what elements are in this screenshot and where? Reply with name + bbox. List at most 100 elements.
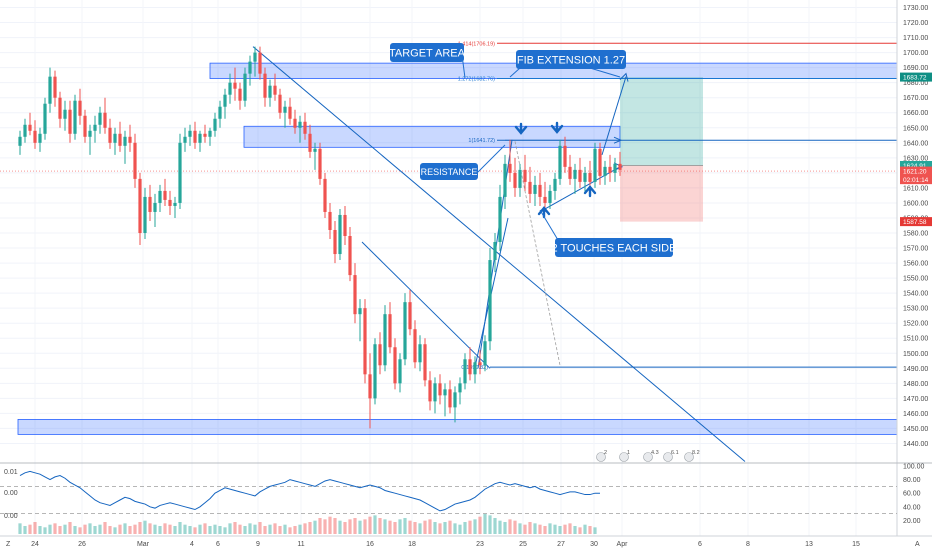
candle-body — [573, 169, 577, 179]
volume-bar — [188, 526, 192, 534]
volume-bar — [393, 522, 397, 534]
corner-mark-left: Z — [6, 541, 11, 548]
volume-bar — [218, 526, 222, 534]
event-flags[interactable]: 2 1 4.3 6.1 8.2 — [596, 450, 700, 462]
touches-callout[interactable]: 2 TOUCHES EACH SIDE — [539, 209, 677, 257]
time-axis[interactable]: 24 26 Mar 4 6 9 11 16 18 23 25 27 30 Apr 6 8 13 15 — [31, 541, 860, 548]
candle-body — [433, 383, 437, 402]
price-tick-1560: 1560.00 — [903, 261, 928, 268]
candle-body — [53, 76, 57, 98]
candle-body — [83, 115, 87, 137]
candle-body — [208, 130, 212, 137]
projection-arrow-line — [601, 76, 627, 155]
target-area-callout[interactable]: TARGET AREA — [389, 43, 466, 79]
volume-bar — [418, 523, 422, 534]
volume-bar — [68, 522, 72, 534]
price-tick-1610: 1610.00 — [903, 185, 928, 192]
rsi-tick-100: 100.00 — [903, 464, 925, 471]
price-tick-1550: 1550.00 — [903, 276, 928, 283]
price-tag-1587.58: 1587.58 — [900, 217, 932, 227]
candle-body — [168, 199, 172, 206]
volume-bar — [48, 524, 52, 534]
resistance-label: RESISTANCE — [421, 167, 478, 177]
volume-bar — [353, 518, 357, 534]
price-tag-1683.72: 1683.72 — [900, 72, 932, 82]
volume-bar — [413, 522, 417, 534]
volume-bar — [343, 522, 347, 534]
volume-bar — [523, 524, 527, 534]
volume-bar — [378, 518, 382, 534]
volume-bar — [248, 523, 252, 534]
candle-body — [438, 383, 442, 396]
volume-bar — [488, 515, 492, 534]
candle-body — [138, 178, 142, 234]
projection-arrow-head — [619, 72, 629, 82]
position-profit-zone — [620, 77, 703, 166]
volume-bar — [453, 523, 457, 534]
volume-bar — [228, 523, 232, 534]
flag-label: 6.1 — [671, 450, 679, 456]
touches-label: 2 TOUCHES EACH SIDE — [552, 243, 677, 255]
volume-bar — [158, 526, 162, 534]
rsi-indicator[interactable] — [0, 470, 897, 514]
rising-support-line — [544, 166, 621, 210]
long-position-box[interactable] — [620, 77, 703, 222]
price-tick-1650: 1650.00 — [903, 125, 928, 132]
candle-body — [503, 163, 507, 197]
time-tick-4: 4 — [190, 541, 194, 548]
volume-bar — [503, 522, 507, 534]
volume-bar — [313, 520, 317, 534]
resistance-callout[interactable]: RESISTANCE — [420, 144, 506, 180]
volume-bar — [443, 522, 447, 534]
touch-arrow-bottom-2 — [583, 185, 597, 198]
volume-bar — [368, 516, 372, 534]
volume-bar — [123, 523, 127, 534]
time-tick-Apr: Apr — [617, 541, 629, 548]
volume-bar — [583, 524, 587, 534]
candle-body — [598, 148, 602, 176]
candle-body — [398, 359, 402, 384]
callouts[interactable]: TARGET AREA FIB EXTENSION 1.27 RESISTANC… — [389, 43, 676, 257]
candle-body — [563, 145, 567, 167]
volume-bar — [458, 524, 462, 534]
candle-body — [393, 347, 397, 384]
fib-extension-callout[interactable]: FIB EXTENSION 1.27 — [509, 50, 626, 78]
candle-body — [88, 130, 92, 137]
volume-bar — [498, 520, 502, 534]
volume-bar — [548, 523, 552, 534]
volume-bar — [153, 524, 157, 534]
volume-bar — [63, 524, 67, 534]
candle-body — [558, 145, 562, 179]
candle-body — [473, 362, 477, 375]
event-flag-2: 4.3 — [643, 450, 659, 462]
price-axis[interactable]: 1440.00 1450.00 1460.00 1470.00 1480.00 1490.… — [896, 0, 928, 536]
volume-left-axis: 0.01 0.00 0.00 — [4, 469, 18, 520]
candle-body — [538, 184, 542, 197]
flag-label: 8.2 — [692, 450, 700, 456]
candle-body — [293, 118, 297, 128]
candle-body — [283, 106, 287, 113]
volume-bar — [233, 522, 237, 534]
price-tick-1630: 1630.00 — [903, 155, 928, 162]
candle-body — [158, 190, 162, 203]
price-tick-1700: 1700.00 — [903, 50, 928, 57]
candle-body — [178, 142, 182, 203]
event-flag-0: 2 — [596, 450, 607, 462]
candle-body — [173, 202, 177, 206]
time-tick-13: 13 — [805, 541, 813, 548]
volume-bar — [518, 523, 522, 534]
flag-icon — [684, 452, 694, 462]
candle-body — [518, 169, 522, 188]
volume-bar — [438, 523, 442, 534]
time-tick-11: 11 — [297, 541, 304, 548]
price-tag-1624.91: 1624.91 — [900, 160, 932, 170]
candle-body — [423, 344, 427, 381]
volume-bar — [73, 526, 77, 534]
volume-bar — [293, 526, 297, 534]
fib-label-1.414: 1.414(1706.19) — [458, 41, 495, 47]
candle-body — [478, 362, 482, 366]
time-tick-8: 8 — [746, 541, 750, 548]
price-tick-1600: 1600.00 — [903, 200, 928, 207]
candle-body — [33, 130, 37, 143]
